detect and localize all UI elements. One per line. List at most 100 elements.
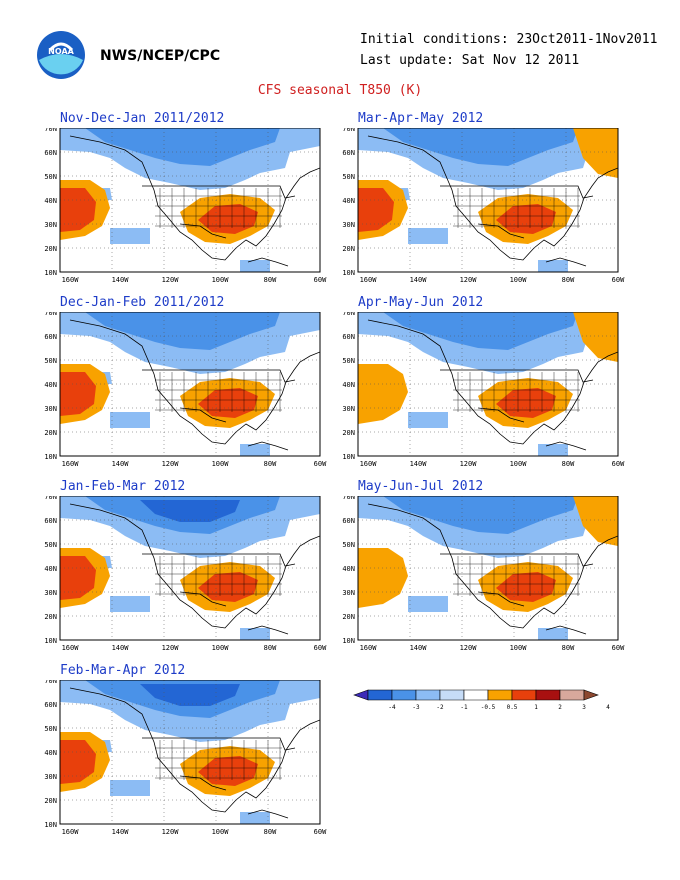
lat-label: 50N [342,173,355,181]
lon-label: 160W [62,828,80,836]
lon-label: 60W [612,644,625,652]
legend-swatch [583,689,599,701]
lon-label: 60W [612,460,625,468]
lon-label: 80W [264,644,277,652]
lat-label: 70N [44,312,57,317]
coastline [367,135,618,261]
cold-core [383,312,578,350]
us-canada-border [440,185,594,199]
legend-swatch [559,689,585,701]
lon-label: 100W [510,460,528,468]
lat-label: 60N [342,149,355,157]
warm-pacific-core [60,188,96,232]
legend-label: -4 [388,704,396,711]
lat-label: 10N [44,637,57,645]
cold-patch [110,780,150,796]
lon-label: 100W [212,828,230,836]
panel-title: Apr-May-Jun 2012 [358,295,484,310]
lon-label: 80W [562,460,575,468]
lon-label: 60W [314,828,327,836]
lat-label: 10N [342,453,355,461]
lon-label: 160W [360,460,378,468]
panel-title: Dec-Jan-Feb 2011/2012 [60,295,225,310]
lat-label: 10N [44,821,57,829]
lat-label: 40N [342,565,355,573]
legend-label: 4 [606,704,610,711]
map-panel: Nov-Dec-Jan 2011/2012 70N 60N 50N 40N 30N 20N 1… [30,111,330,284]
logo-text: NOAA [48,47,74,56]
anomaly-map: 70N 60N 50N 40N 30N 20N 10N 160W 140W 120W 100W 80W… [342,312,625,468]
lat-label: 70N [44,496,57,501]
cold-patch [110,228,150,244]
us-mexico-border [179,223,227,239]
lon-label: 160W [62,460,80,468]
lat-label: 10N [342,269,355,277]
lon-label: 120W [460,460,478,468]
panel-title: Mar-Apr-May 2012 [358,111,484,126]
map-frame [357,312,619,457]
lat-label: 60N [44,517,57,525]
lat-label: 60N [342,517,355,525]
lat-label: 10N [44,269,57,277]
lon-label: 60W [314,276,327,284]
legend-label: -3 [412,704,420,711]
legend-label: 2 [558,704,562,711]
anomaly-map: 70N 60N 50N 40N 30N 20N 10N 160W 140W 120W 100W 80W… [44,496,327,652]
color-legend: -4 -3 -2 -1 -0.5 0.5 1 2 3 4 [350,688,630,718]
lon-label: 160W [360,276,378,284]
lat-label: 20N [44,429,57,437]
lon-label: 80W [264,460,277,468]
lat-label: 70N [44,128,57,133]
lon-label: 100W [510,276,528,284]
coastline [69,687,320,813]
coastline [69,319,320,445]
us-canada-border [440,369,594,383]
legend-label: -2 [436,704,444,711]
warm-pacific [358,364,408,424]
noaa-logo: NOAA [36,30,86,80]
lon-label: 160W [62,644,80,652]
lat-label: 70N [44,680,57,685]
cold-patch [408,228,448,244]
lon-label: 100W [510,644,528,652]
cold-patch [110,596,150,612]
lat-label: 50N [44,725,57,733]
lon-label: 60W [314,644,327,652]
caribbean [247,441,289,451]
cold-patch [240,812,270,824]
lat-label: 10N [44,453,57,461]
lat-label: 20N [44,797,57,805]
lat-label: 30N [44,405,57,413]
panel-title: Nov-Dec-Jan 2011/2012 [60,111,225,126]
lat-label: 40N [44,565,57,573]
lat-label: 50N [342,357,355,365]
lon-label: 80W [562,644,575,652]
lat-label: 70N [342,312,355,317]
cold-patch [408,596,448,612]
warm-northeast [573,496,618,546]
cold-core [383,496,578,534]
lon-label: 140W [112,644,130,652]
lon-label: 140W [410,276,428,284]
lat-label: 30N [342,405,355,413]
lon-label: 120W [460,276,478,284]
caribbean [545,441,587,451]
legend-swatch [439,689,465,701]
coastline [367,503,618,629]
anomaly-map: 70N 60N 50N 40N 30N 20N 10N 160W 140W 120W 100W 80W… [44,312,327,468]
anomaly-map: 70N 60N 50N 40N 30N 20N 10N 160W 140W 120W 100W 80W… [342,496,625,652]
panel-title: May-Jun-Jul 2012 [358,479,484,494]
anomaly-map: 70N 60N 50N 40N 30N 20N 10N 160W 140W 120W 100W 80W… [44,680,327,836]
lat-label: 50N [342,541,355,549]
lat-label: 20N [342,245,355,253]
org-name: NWS/NCEP/CPC [100,48,221,64]
lon-label: 60W [314,460,327,468]
us-canada-border [142,553,296,567]
legend-swatch [535,689,561,701]
map-frame [59,128,321,273]
map-panel: Feb-Mar-Apr 2012 70N 60N 50N 40N 30N 20N 10N 160… [30,663,330,836]
caribbean [247,625,289,635]
lon-label: 140W [112,276,130,284]
lat-label: 70N [342,496,355,501]
map-panel: May-Jun-Jul 2012 70N 60N 50N 40N 30N 20N 10N 160… [328,479,628,652]
